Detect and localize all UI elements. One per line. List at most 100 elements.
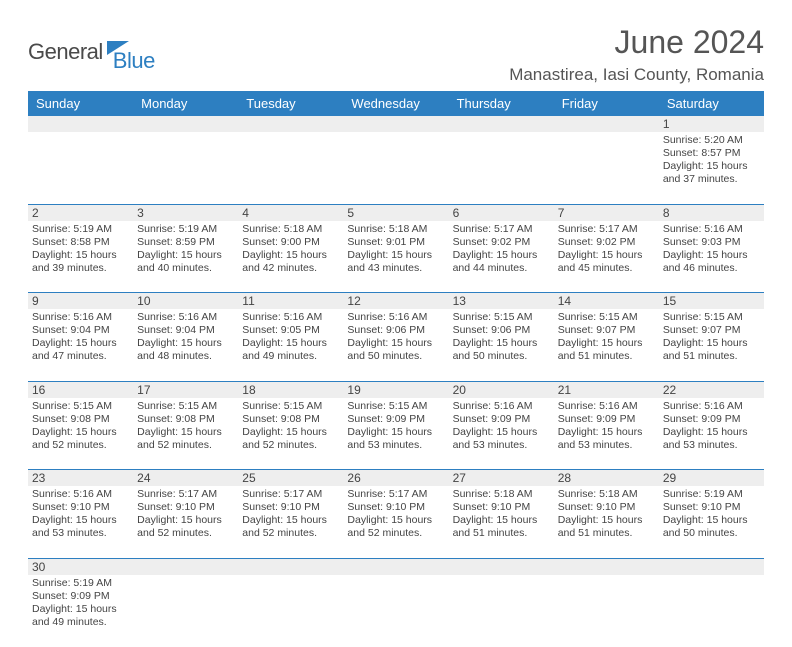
daynum-row: 9101112131415 [28, 293, 764, 310]
day-number: 4 [242, 206, 339, 220]
day-cell [554, 132, 659, 204]
day-info: Sunrise: 5:15 AMSunset: 9:08 PMDaylight:… [242, 400, 339, 453]
info-line: Sunset: 9:08 PM [137, 413, 234, 426]
daynum-cell [659, 558, 764, 575]
day-info: Sunrise: 5:16 AMSunset: 9:06 PMDaylight:… [347, 311, 444, 364]
day-cell: Sunrise: 5:16 AMSunset: 9:06 PMDaylight:… [343, 309, 448, 381]
day-cell [28, 132, 133, 204]
info-line: Daylight: 15 hours [137, 337, 234, 350]
info-line: Sunset: 9:08 PM [32, 413, 129, 426]
info-line: Sunrise: 5:15 AM [137, 400, 234, 413]
daynum-cell [449, 116, 554, 132]
day-cell [133, 575, 238, 647]
info-line: Sunrise: 5:15 AM [663, 311, 760, 324]
day-number: 14 [558, 294, 655, 308]
week-row: Sunrise: 5:16 AMSunset: 9:04 PMDaylight:… [28, 309, 764, 381]
info-line: Daylight: 15 hours [242, 426, 339, 439]
week-row: Sunrise: 5:15 AMSunset: 9:08 PMDaylight:… [28, 398, 764, 470]
day-number: 12 [347, 294, 444, 308]
day-cell: Sunrise: 5:16 AMSunset: 9:09 PMDaylight:… [659, 398, 764, 470]
info-line: Daylight: 15 hours [558, 514, 655, 527]
info-line: Sunrise: 5:15 AM [347, 400, 444, 413]
daynum-cell: 16 [28, 381, 133, 398]
info-line: and 50 minutes. [663, 527, 760, 540]
day-number: 5 [347, 206, 444, 220]
info-line: and 40 minutes. [137, 262, 234, 275]
info-line: Sunrise: 5:18 AM [558, 488, 655, 501]
info-line: Sunset: 9:10 PM [242, 501, 339, 514]
logo-text-general: General [28, 39, 103, 65]
day-cell: Sunrise: 5:16 AMSunset: 9:10 PMDaylight:… [28, 486, 133, 558]
day-info: Sunrise: 5:15 AMSunset: 9:07 PMDaylight:… [663, 311, 760, 364]
info-line: and 51 minutes. [558, 527, 655, 540]
info-line: Sunrise: 5:16 AM [453, 400, 550, 413]
day-cell [133, 132, 238, 204]
info-line: and 52 minutes. [347, 527, 444, 540]
daynum-cell: 10 [133, 293, 238, 310]
info-line: Daylight: 15 hours [242, 337, 339, 350]
day-number: 29 [663, 471, 760, 485]
info-line: and 50 minutes. [453, 350, 550, 363]
daynum-cell [133, 116, 238, 132]
info-line: Sunset: 9:10 PM [32, 501, 129, 514]
day-info: Sunrise: 5:15 AMSunset: 9:07 PMDaylight:… [558, 311, 655, 364]
info-line: and 48 minutes. [137, 350, 234, 363]
info-line: and 52 minutes. [137, 527, 234, 540]
info-line: Sunset: 9:09 PM [347, 413, 444, 426]
info-line: Sunrise: 5:17 AM [558, 223, 655, 236]
day-number: 11 [242, 294, 339, 308]
info-line: Sunrise: 5:19 AM [32, 223, 129, 236]
info-line: Sunset: 9:08 PM [242, 413, 339, 426]
day-cell: Sunrise: 5:18 AMSunset: 9:00 PMDaylight:… [238, 221, 343, 293]
day-info: Sunrise: 5:19 AMSunset: 8:58 PMDaylight:… [32, 223, 129, 276]
day-number: 24 [137, 471, 234, 485]
info-line: Sunset: 9:07 PM [558, 324, 655, 337]
day-cell: Sunrise: 5:18 AMSunset: 9:10 PMDaylight:… [449, 486, 554, 558]
info-line: and 53 minutes. [32, 527, 129, 540]
day-info: Sunrise: 5:15 AMSunset: 9:08 PMDaylight:… [137, 400, 234, 453]
info-line: Daylight: 15 hours [347, 514, 444, 527]
day-number: 27 [453, 471, 550, 485]
day-cell: Sunrise: 5:19 AMSunset: 9:10 PMDaylight:… [659, 486, 764, 558]
week-row: Sunrise: 5:19 AMSunset: 8:58 PMDaylight:… [28, 221, 764, 293]
day-info: Sunrise: 5:15 AMSunset: 9:09 PMDaylight:… [347, 400, 444, 453]
day-number: 22 [663, 383, 760, 397]
day-number: 25 [242, 471, 339, 485]
day-info: Sunrise: 5:18 AMSunset: 9:10 PMDaylight:… [558, 488, 655, 541]
daynum-cell: 13 [449, 293, 554, 310]
col-monday: Monday [133, 91, 238, 116]
day-info: Sunrise: 5:16 AMSunset: 9:09 PMDaylight:… [558, 400, 655, 453]
daynum-cell: 20 [449, 381, 554, 398]
day-cell: Sunrise: 5:18 AMSunset: 9:10 PMDaylight:… [554, 486, 659, 558]
day-cell [343, 575, 448, 647]
info-line: and 52 minutes. [242, 527, 339, 540]
day-cell: Sunrise: 5:15 AMSunset: 9:07 PMDaylight:… [659, 309, 764, 381]
info-line: Sunrise: 5:15 AM [242, 400, 339, 413]
day-cell [554, 575, 659, 647]
info-line: Sunrise: 5:17 AM [242, 488, 339, 501]
day-cell: Sunrise: 5:16 AMSunset: 9:09 PMDaylight:… [554, 398, 659, 470]
day-cell [238, 575, 343, 647]
info-line: Daylight: 15 hours [558, 426, 655, 439]
day-number: 9 [32, 294, 129, 308]
info-line: Sunset: 9:01 PM [347, 236, 444, 249]
day-number: 21 [558, 383, 655, 397]
info-line: Sunset: 9:05 PM [242, 324, 339, 337]
day-cell: Sunrise: 5:17 AMSunset: 9:10 PMDaylight:… [238, 486, 343, 558]
info-line: and 51 minutes. [453, 527, 550, 540]
day-cell: Sunrise: 5:16 AMSunset: 9:04 PMDaylight:… [28, 309, 133, 381]
info-line: and 49 minutes. [242, 350, 339, 363]
day-cell: Sunrise: 5:17 AMSunset: 9:10 PMDaylight:… [133, 486, 238, 558]
day-info: Sunrise: 5:16 AMSunset: 9:04 PMDaylight:… [32, 311, 129, 364]
daynum-cell: 12 [343, 293, 448, 310]
info-line: Sunset: 9:06 PM [453, 324, 550, 337]
day-number: 8 [663, 206, 760, 220]
info-line: and 51 minutes. [663, 350, 760, 363]
info-line: Daylight: 15 hours [242, 249, 339, 262]
info-line: Sunrise: 5:15 AM [453, 311, 550, 324]
daynum-cell: 29 [659, 470, 764, 487]
info-line: Daylight: 15 hours [663, 249, 760, 262]
day-cell: Sunrise: 5:17 AMSunset: 9:02 PMDaylight:… [554, 221, 659, 293]
day-cell: Sunrise: 5:20 AMSunset: 8:57 PMDaylight:… [659, 132, 764, 204]
info-line: Sunrise: 5:16 AM [347, 311, 444, 324]
